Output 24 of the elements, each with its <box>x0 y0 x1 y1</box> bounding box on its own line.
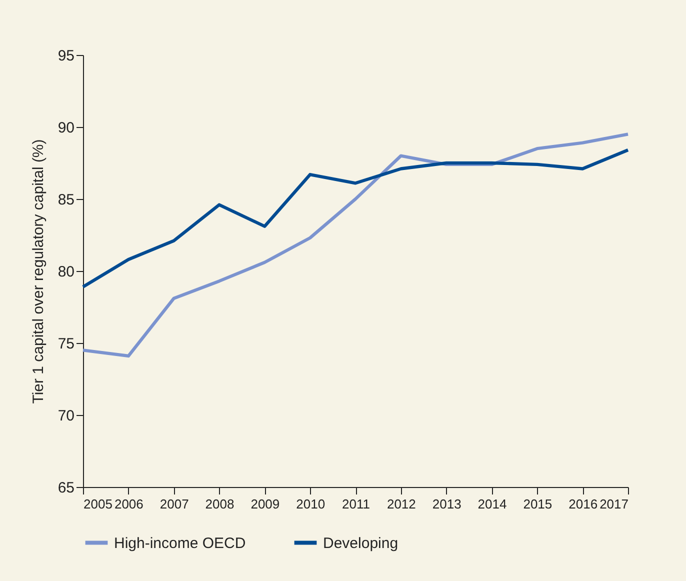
x-tick-label: 2014 <box>478 496 507 512</box>
y-axis-title: Tier 1 capital over regulatory capital (%) <box>30 139 47 404</box>
y-tick-label: 85 <box>58 192 74 208</box>
line-series <box>81 148 630 288</box>
x-tick-label: 2016 <box>568 496 598 512</box>
x-tick-label: 2011 <box>342 496 370 512</box>
x-tick-label: 2006 <box>114 496 144 512</box>
x-tick-label: 2010 <box>296 496 326 512</box>
x-tick-label: 2009 <box>250 496 280 512</box>
x-tick-label: 2005 <box>84 496 112 512</box>
x-tick-label: 2008 <box>205 496 234 512</box>
x-tick-label: 2012 <box>386 496 416 512</box>
y-tick-label: 70 <box>58 408 74 424</box>
y-tick-label: 75 <box>58 336 74 352</box>
y-tick-label: 90 <box>58 120 74 136</box>
x-tick-label: 2013 <box>432 496 462 512</box>
y-tick-label: 65 <box>58 480 74 496</box>
x-tick-label: 2015 <box>523 496 552 512</box>
legend-label: Developing <box>323 534 398 552</box>
y-tick-label: 95 <box>58 48 74 64</box>
x-tick-label: 2017 <box>600 496 628 512</box>
x-tick-label: 2007 <box>160 496 189 512</box>
legend-label: High-income OECD <box>114 534 246 552</box>
y-tick-label: 80 <box>58 264 74 280</box>
